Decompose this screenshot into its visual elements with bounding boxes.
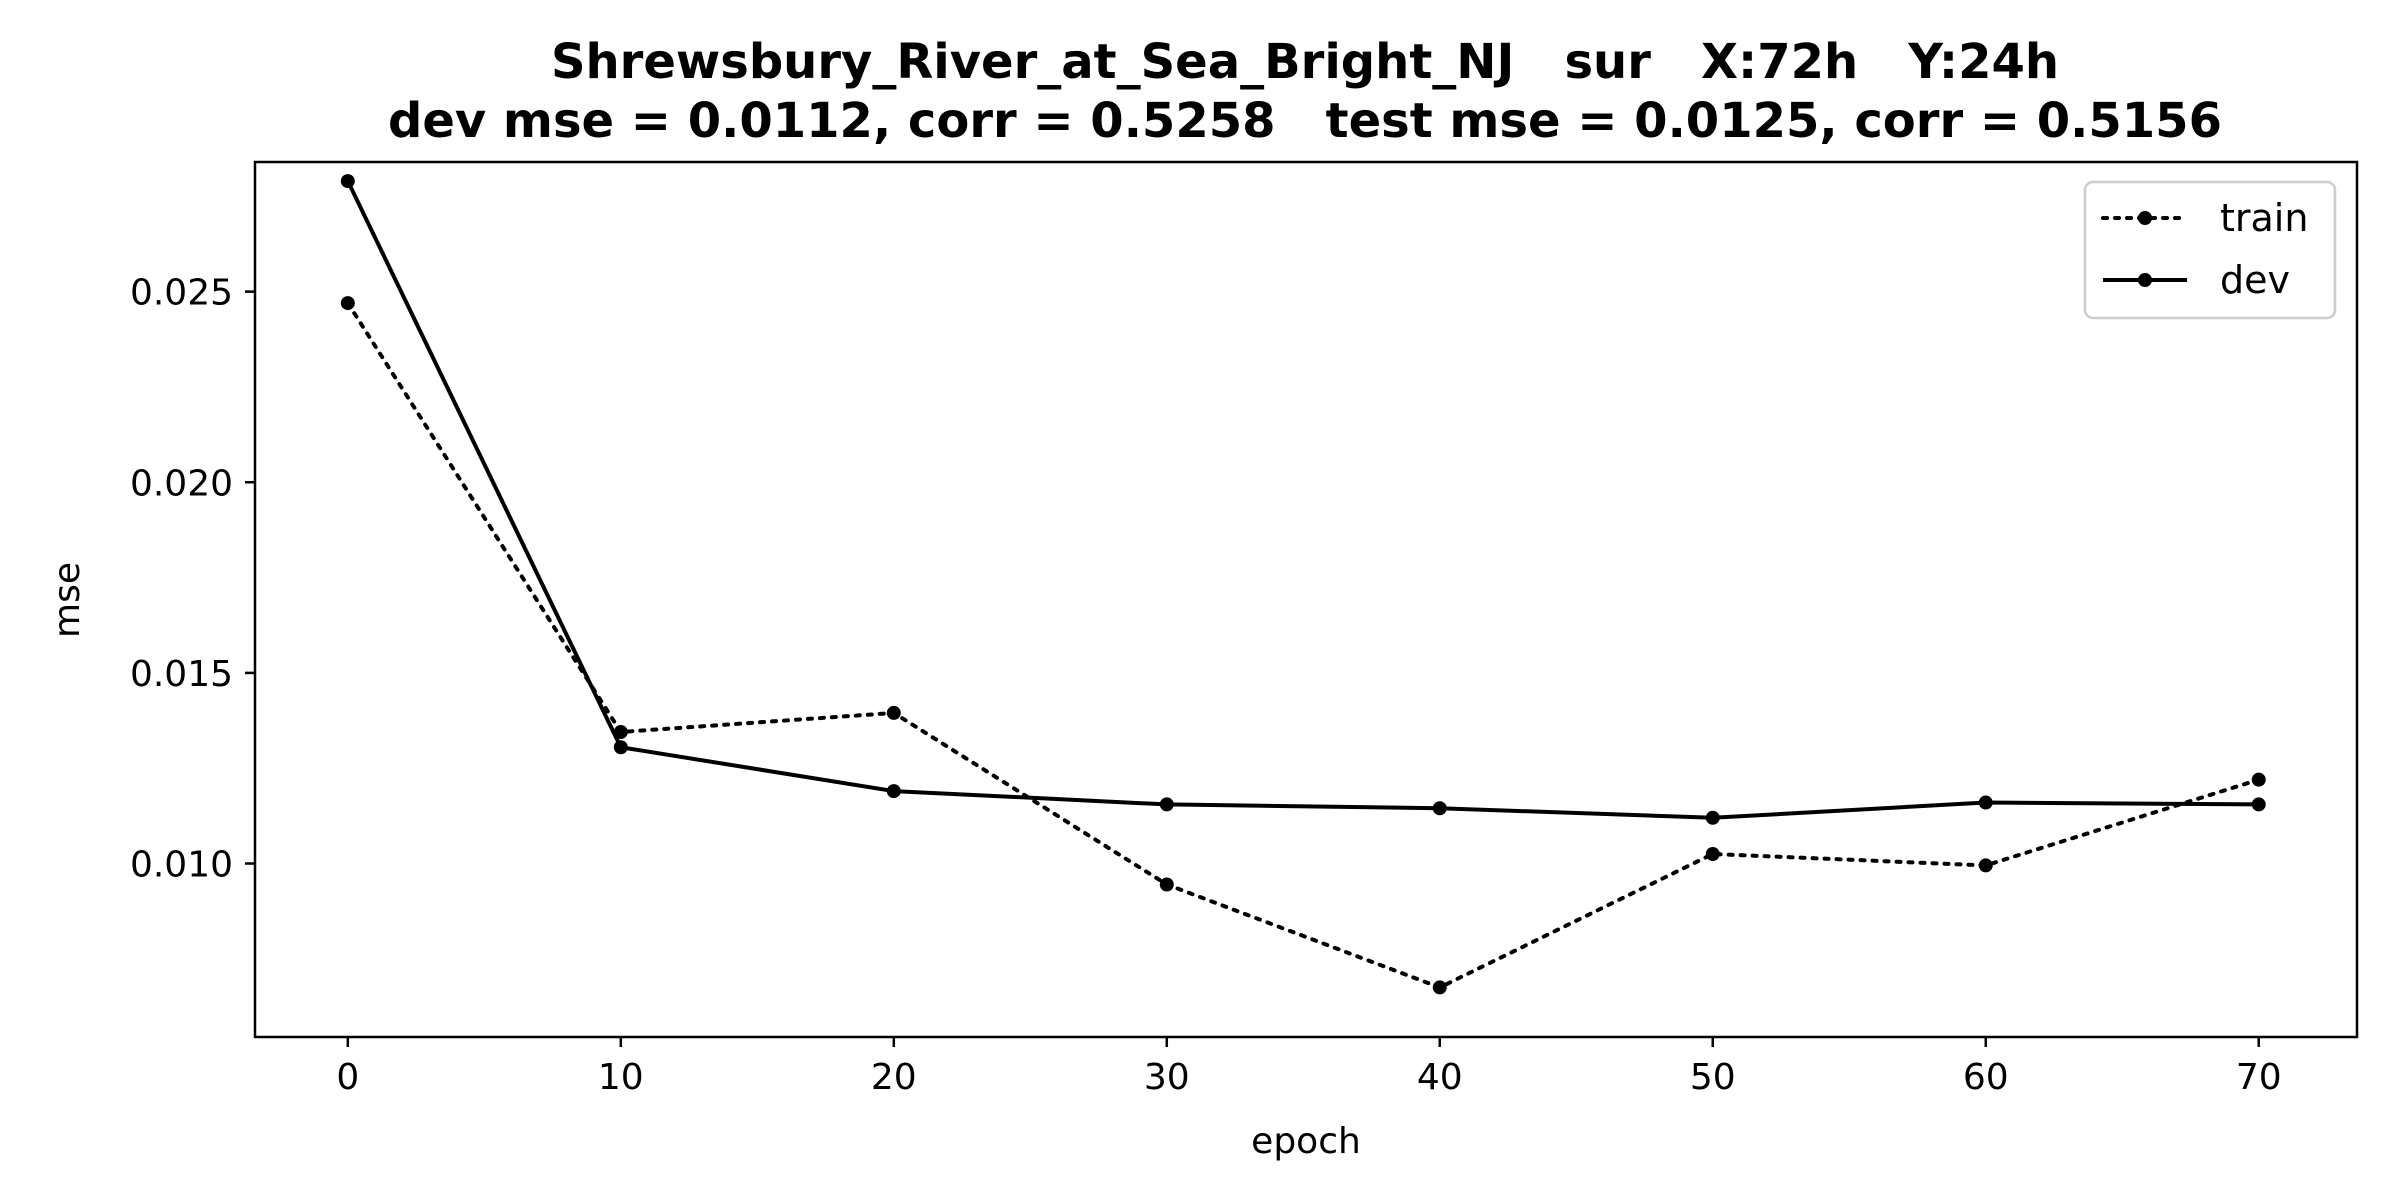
- y-axis-ticks: 0.010 0.015 0.020 0.025: [130, 273, 255, 886]
- x-axis-ticks: 0 10 20 30 40 50 60 70: [336, 1037, 2282, 1098]
- y-tick-label: 0.015: [130, 654, 233, 695]
- x-tick-label: 40: [1417, 1057, 1463, 1098]
- data-point-train: [340, 296, 355, 311]
- x-tick-label: 20: [871, 1057, 917, 1098]
- data-point-dev: [340, 174, 355, 189]
- x-tick-label: 0: [336, 1057, 359, 1098]
- chart-title-line2: dev mse = 0.0112, corr = 0.5258 test mse…: [388, 93, 2222, 149]
- x-axis-label: epoch: [1251, 1121, 1361, 1162]
- y-tick-label: 0.020: [130, 463, 233, 504]
- legend-train-label: train: [2220, 196, 2308, 240]
- data-point-dev: [1978, 795, 1993, 810]
- x-tick-label: 30: [1144, 1057, 1190, 1098]
- x-tick-label: 50: [1690, 1057, 1736, 1098]
- data-point-train: [1432, 980, 1447, 995]
- x-tick-label: 10: [598, 1057, 644, 1098]
- y-tick-label: 0.025: [130, 273, 233, 314]
- data-point-dev: [1705, 810, 1720, 825]
- legend-dev-marker: [2138, 273, 2152, 287]
- data-point-dev: [1159, 797, 1174, 812]
- data-point-train: [886, 705, 901, 720]
- legend-dev-label: dev: [2220, 258, 2290, 302]
- series-line-train: [345, 301, 2261, 990]
- x-tick-label: 70: [2236, 1057, 2282, 1098]
- x-tick-label: 60: [1963, 1057, 2009, 1098]
- y-axis-label: mse: [47, 562, 88, 638]
- axes-frame: [253, 160, 2359, 1039]
- data-point-dev: [2251, 797, 2266, 812]
- y-tick-label: 0.010: [130, 845, 233, 886]
- chart-title-line1: Shrewsbury_River_at_Sea_Bright_NJ sur X:…: [551, 34, 2059, 90]
- data-point-dev: [613, 740, 628, 755]
- data-point-train: [1159, 877, 1174, 892]
- plot-area: [340, 174, 2266, 995]
- data-point-train: [2251, 772, 2266, 787]
- legend-train-marker: [2138, 211, 2152, 225]
- data-point-dev: [886, 784, 901, 799]
- series-train: [340, 296, 2266, 995]
- data-point-train: [1978, 858, 1993, 873]
- series-dev: [340, 174, 2266, 825]
- series-line-dev: [346, 180, 2259, 820]
- data-point-dev: [1432, 801, 1447, 816]
- legend: train dev: [2083, 180, 2337, 320]
- data-point-train: [1705, 846, 1720, 861]
